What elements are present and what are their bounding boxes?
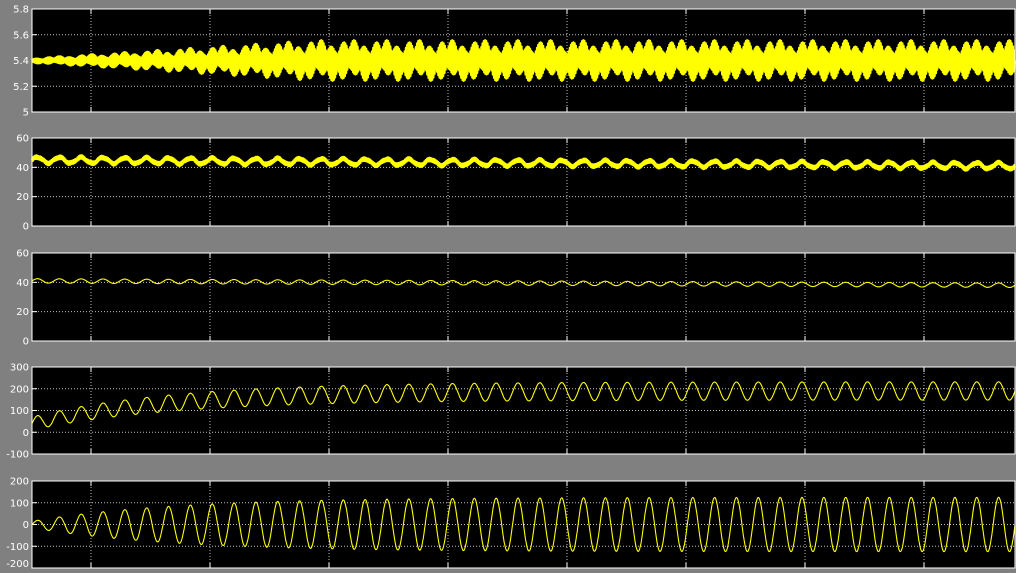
y-tick-label: 40 [16,163,29,174]
scope-axes-2: 0 20 40 60 [16,134,1016,233]
signal-trace [30,39,1016,82]
y-tick-label: 60 [16,134,29,145]
y-tick-label: 5.8 [13,5,29,16]
scope-axes-3: 0 20 40 60 [16,249,1016,348]
signal-trace [31,496,1016,553]
axes-frame [31,366,1016,455]
y-tick-label: 100 [10,406,29,417]
y-tick-label: 0 [23,520,29,531]
y-tick-label: 40 [16,278,29,289]
y-tick-label: 60 [16,249,29,260]
y-tick-label: 300 [10,363,29,374]
y-tick-label: 5.4 [13,56,29,67]
axes-frame [31,8,1016,113]
y-tick-label: 0 [23,337,29,348]
y-tick-label: 20 [16,192,29,203]
y-tick-label: 0 [23,428,29,439]
y-tick-label: -100 [6,450,29,461]
y-tick-label: 100 [10,498,29,509]
y-tick-label: 20 [16,307,29,318]
axes-frame [31,480,1016,569]
y-tick-label: 0 [23,222,29,233]
axes-frame [31,252,1016,342]
y-tick-label: 5.2 [13,82,29,93]
signal-trace [31,154,1016,172]
signal-trace [31,278,1016,288]
y-tick-label: 5.6 [13,30,29,41]
y-tick-label: -200 [6,559,29,569]
plot-area [32,138,1015,226]
y-tick-label: 200 [10,477,29,488]
axes-frame [31,137,1016,227]
plot-area [32,253,1015,341]
signal-trace [31,381,1016,428]
scope-axes-5: -200 -100 0 100 200 [6,477,1016,570]
scope-axes-1: 5 5.2 5.4 5.6 5.8 [13,5,1016,119]
scope-axes-4: -100 0 100 200 300 [6,363,1016,461]
y-tick-label: 200 [10,384,29,395]
y-tick-label: 5 [23,108,29,119]
y-tick-label: -100 [6,542,29,553]
